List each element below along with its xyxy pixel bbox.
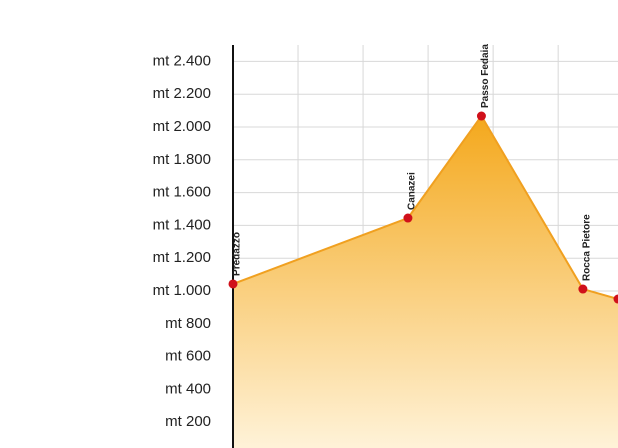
point-label: Rocca Pietore [582,214,593,281]
y-tick-label: mt 1.200 [153,249,211,266]
point [403,213,413,223]
y-tick-label: mt 1.600 [153,184,211,201]
y-tick-label: 0 [203,446,211,448]
y-tick-label: mt 600 [165,348,211,365]
y-tick-label: mt 1.800 [153,151,211,168]
point-label: Canazei [407,172,418,210]
y-tick-label: mt 2.000 [153,118,211,135]
y-tick-label: mt 1.000 [153,282,211,299]
point [476,111,486,121]
point [578,284,588,294]
point [228,279,238,289]
y-tick-label: mt 200 [165,413,211,430]
y-tick-label: mt 1.400 [153,216,211,233]
y-tick-label: mt 400 [165,380,211,397]
point [613,294,618,304]
area [233,116,618,448]
point-label: Passo Fedaia [480,44,491,108]
y-tick-label: mt 2.200 [153,85,211,102]
y-tick-label: mt 800 [165,315,211,332]
y-tick-label: mt 2.400 [153,52,211,69]
point-label: Predazzo [232,232,243,276]
